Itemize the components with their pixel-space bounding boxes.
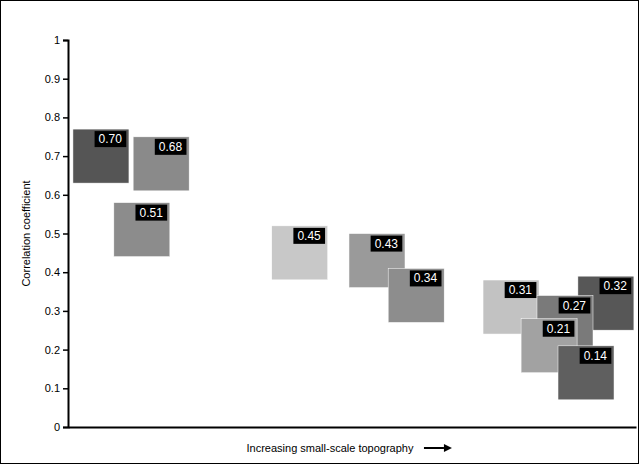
data-label: 0.27 [563, 299, 587, 313]
y-tick: 0.2 [45, 344, 68, 356]
y-tick: 0.1 [45, 382, 68, 394]
y-tick-label: 0.8 [45, 111, 60, 123]
data-label: 0.51 [139, 206, 163, 220]
data-label-box [580, 348, 612, 364]
y-tick-label: 0.5 [45, 228, 60, 240]
y-tick: 0.5 [45, 228, 68, 240]
y-axis-title: Correlation coefficient [20, 180, 32, 286]
thumbnail [388, 268, 444, 322]
data-label-box [600, 278, 632, 294]
marks [73, 129, 634, 400]
thumbnail [272, 226, 328, 280]
data-label-box [505, 282, 537, 298]
y-axis-line [63, 41, 69, 428]
data-label-box [293, 228, 325, 244]
y-tick-label: 0.1 [45, 382, 60, 394]
data-label-group: 0.43 [371, 236, 403, 252]
y-tick-mark [63, 311, 68, 313]
data-label-group: 0.70 [95, 131, 127, 147]
y-tick-label: 0 [54, 421, 60, 433]
y-tick-mark [63, 156, 68, 158]
data-label-group: 0.68 [155, 139, 187, 155]
y-tick-label: 1 [54, 34, 60, 46]
thumbnail [558, 346, 614, 400]
y-tick-label: 0.7 [45, 150, 60, 162]
x-axis [69, 427, 637, 428]
y-tick-mark [63, 427, 68, 429]
y-tick-mark [63, 195, 68, 197]
y-tick: 0 [54, 421, 68, 433]
y-tick-mark [63, 349, 68, 351]
data-label-group: 0.27 [559, 298, 591, 314]
data-label: 0.43 [375, 237, 399, 251]
plot: 0 0.1 0.2 0.3 0.4 0.5 0.6 0.7 0.8 0.9 1 0.70 0.68 0.5… [45, 34, 637, 433]
arrow-shaft [424, 447, 444, 449]
y-tick-mark [63, 117, 68, 119]
y-tick: 0.8 [45, 111, 68, 123]
data-label-group: 0.32 [600, 278, 632, 294]
data-label: 0.21 [547, 322, 571, 336]
arrow-head [444, 444, 452, 452]
data-label: 0.68 [159, 140, 183, 154]
data-label: 0.14 [584, 349, 608, 363]
y-axis: 0 0.1 0.2 0.3 0.4 0.5 0.6 0.7 0.8 0.9 1 [45, 34, 69, 433]
frame [1, 1, 639, 464]
data-label-box [371, 236, 403, 252]
y-tick-mark [63, 388, 68, 390]
data-labels: 0.70 0.68 0.51 0.45 0.43 0.34 0.31 0.32 0.27 0.21… [95, 131, 632, 364]
data-label-group: 0.34 [410, 270, 442, 286]
thumbnail [73, 129, 129, 183]
y-tick-mark [63, 233, 68, 235]
y-tick: 0.4 [45, 266, 68, 278]
data-label-box [155, 139, 187, 155]
y-tick-label: 0.9 [45, 73, 60, 85]
data-label: 0.45 [297, 229, 321, 243]
data-label-group: 0.21 [543, 321, 575, 337]
y-tick: 0.6 [45, 189, 68, 201]
data-label-group: 0.31 [505, 282, 537, 298]
x-axis-line [69, 427, 637, 429]
data-label-box [95, 131, 127, 147]
data-label: 0.32 [604, 279, 628, 293]
data-label: 0.34 [414, 271, 438, 285]
thumbnail [133, 137, 189, 191]
data-label: 0.70 [99, 132, 123, 146]
x-axis-title: Increasing small-scale topography [247, 442, 414, 454]
data-label-box [135, 205, 167, 221]
y-tick-mark [63, 78, 68, 80]
data-label-group: 0.14 [580, 348, 612, 364]
y-tick-mark [63, 40, 68, 42]
y-tick: 0.7 [45, 150, 68, 162]
data-label-group: 0.45 [293, 228, 325, 244]
y-tick-label: 0.3 [45, 305, 60, 317]
data-label-box [410, 270, 442, 286]
data-label-group: 0.51 [135, 205, 167, 221]
y-tick-label: 0.2 [45, 344, 60, 356]
y-tick: 0.9 [45, 73, 68, 85]
y-tick-mark [63, 272, 68, 274]
y-tick-label: 0.4 [45, 266, 60, 278]
chart: 0 0.1 0.2 0.3 0.4 0.5 0.6 0.7 0.8 0.9 1 0.70 0.68 0.5… [0, 0, 639, 464]
y-tick-label: 0.6 [45, 189, 60, 201]
thumbnail [114, 203, 170, 257]
data-label-box [559, 298, 591, 314]
y-tick: 0.3 [45, 305, 68, 317]
data-label-box [543, 321, 575, 337]
data-label: 0.31 [509, 283, 533, 297]
y-tick: 1 [54, 34, 68, 46]
